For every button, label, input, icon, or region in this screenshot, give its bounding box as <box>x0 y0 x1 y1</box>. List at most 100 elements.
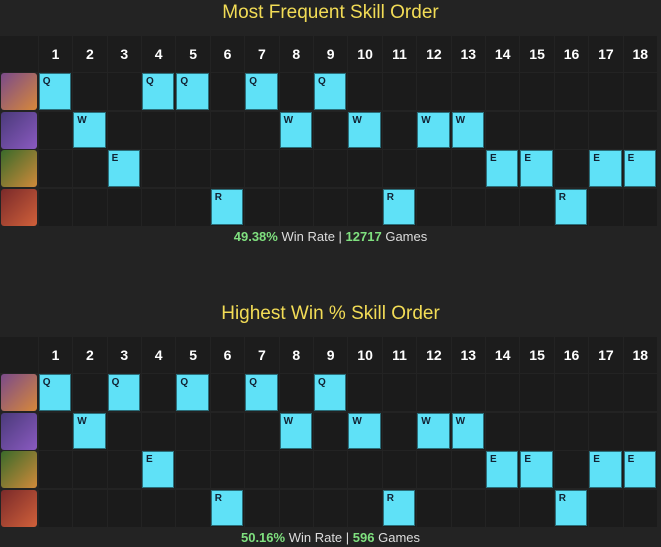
empty-cell <box>520 374 554 411</box>
empty-cell <box>314 451 348 488</box>
win-rate: 50.16% <box>240 530 286 545</box>
empty-cell <box>382 111 417 149</box>
empty-cell <box>348 451 382 488</box>
empty-cell <box>107 451 141 488</box>
level-header: 4 <box>142 337 176 373</box>
level-header: 15 <box>520 36 554 72</box>
level-header: 15 <box>520 337 554 373</box>
empty-cell <box>520 73 554 110</box>
level-header: 14 <box>486 337 520 373</box>
empty-cell <box>382 412 417 450</box>
empty-cell <box>210 150 245 187</box>
empty-cell <box>73 451 107 488</box>
skill-letter: E <box>490 153 497 164</box>
skill-icon <box>1 374 37 411</box>
level-header: 1 <box>38 36 73 72</box>
skill-letter: Q <box>146 76 154 87</box>
skill-letter: Q <box>111 377 120 388</box>
empty-cell <box>623 374 657 411</box>
empty-cell <box>486 374 520 411</box>
skill-cell: Q <box>38 374 72 411</box>
skill-cell: Q <box>107 374 140 411</box>
skill-icon <box>1 451 37 488</box>
level-header: 7 <box>245 337 279 373</box>
skill-letter: E <box>490 454 497 465</box>
empty-cell <box>176 188 210 226</box>
empty-cell <box>554 150 589 187</box>
skill-cell: Q <box>176 374 209 411</box>
empty-cell <box>554 111 589 149</box>
empty-cell <box>38 111 73 149</box>
empty-cell <box>382 150 417 187</box>
empty-cell <box>279 73 313 110</box>
empty-cell <box>314 150 348 187</box>
empty-cell <box>348 188 382 226</box>
empty-cell <box>417 374 451 411</box>
empty-cell <box>142 150 176 187</box>
skill-cell: W <box>73 412 106 449</box>
level-header: 6 <box>210 36 245 72</box>
empty-cell <box>142 374 176 411</box>
skill-letter: E <box>146 454 153 465</box>
skill-cell: E <box>486 150 519 187</box>
empty-cell <box>73 150 107 187</box>
empty-cell <box>348 489 382 527</box>
level-header: 17 <box>589 337 623 373</box>
section-title: Highest Win % Skill Order <box>221 303 440 324</box>
skill-cell: R <box>382 489 416 526</box>
skill-icon <box>1 73 37 110</box>
empty-cell <box>520 188 554 226</box>
empty-cell <box>107 111 141 149</box>
skill-icon <box>1 412 37 450</box>
level-header: 11 <box>382 36 417 72</box>
level-header: 5 <box>176 36 210 72</box>
skill-icon <box>1 489 37 527</box>
games: 12717 <box>345 229 382 244</box>
empty-cell <box>107 412 141 450</box>
empty-cell <box>279 188 313 226</box>
skill-cell: Q <box>176 73 209 110</box>
empty-cell <box>279 374 313 411</box>
skill-cell: W <box>417 412 450 449</box>
empty-cell <box>38 451 73 488</box>
games: 596 <box>352 530 375 545</box>
level-header: 2 <box>73 36 107 72</box>
skill-cell: E <box>142 451 175 488</box>
skill-letter: W <box>455 114 466 126</box>
empty-cell <box>348 150 382 187</box>
level-header: 3 <box>107 337 141 373</box>
empty-cell <box>210 111 245 149</box>
empty-cell <box>623 188 657 226</box>
empty-cell <box>210 73 245 110</box>
empty-cell <box>623 73 657 110</box>
section-title: Most Frequent Skill Order <box>222 2 439 23</box>
empty-cell <box>314 111 348 149</box>
empty-cell <box>486 489 520 527</box>
empty-cell <box>73 73 107 110</box>
empty-cell <box>451 374 485 411</box>
skill-cell: E <box>486 451 519 488</box>
skill-cell: Q <box>245 374 278 411</box>
empty-cell <box>210 374 245 411</box>
skill-letter: W <box>283 114 294 126</box>
skill-letter: E <box>627 454 635 465</box>
empty-cell <box>176 489 210 527</box>
level-header: 16 <box>554 337 589 373</box>
empty-cell <box>38 412 73 450</box>
empty-cell <box>73 489 107 527</box>
level-header: 9 <box>314 36 348 72</box>
level-header: 17 <box>589 36 623 72</box>
games-label: Games <box>385 229 428 244</box>
skill-cell: W <box>279 111 312 148</box>
skill-cell: E <box>623 451 656 488</box>
skill-cell: W <box>348 111 381 148</box>
empty-cell <box>245 412 279 450</box>
skill-letter: E <box>111 153 119 164</box>
empty-cell <box>589 489 623 527</box>
empty-cell <box>348 374 382 411</box>
skill-cell: R <box>210 489 244 526</box>
level-header: 5 <box>176 337 210 373</box>
level-header: 8 <box>279 337 313 373</box>
level-header: 12 <box>417 36 451 72</box>
